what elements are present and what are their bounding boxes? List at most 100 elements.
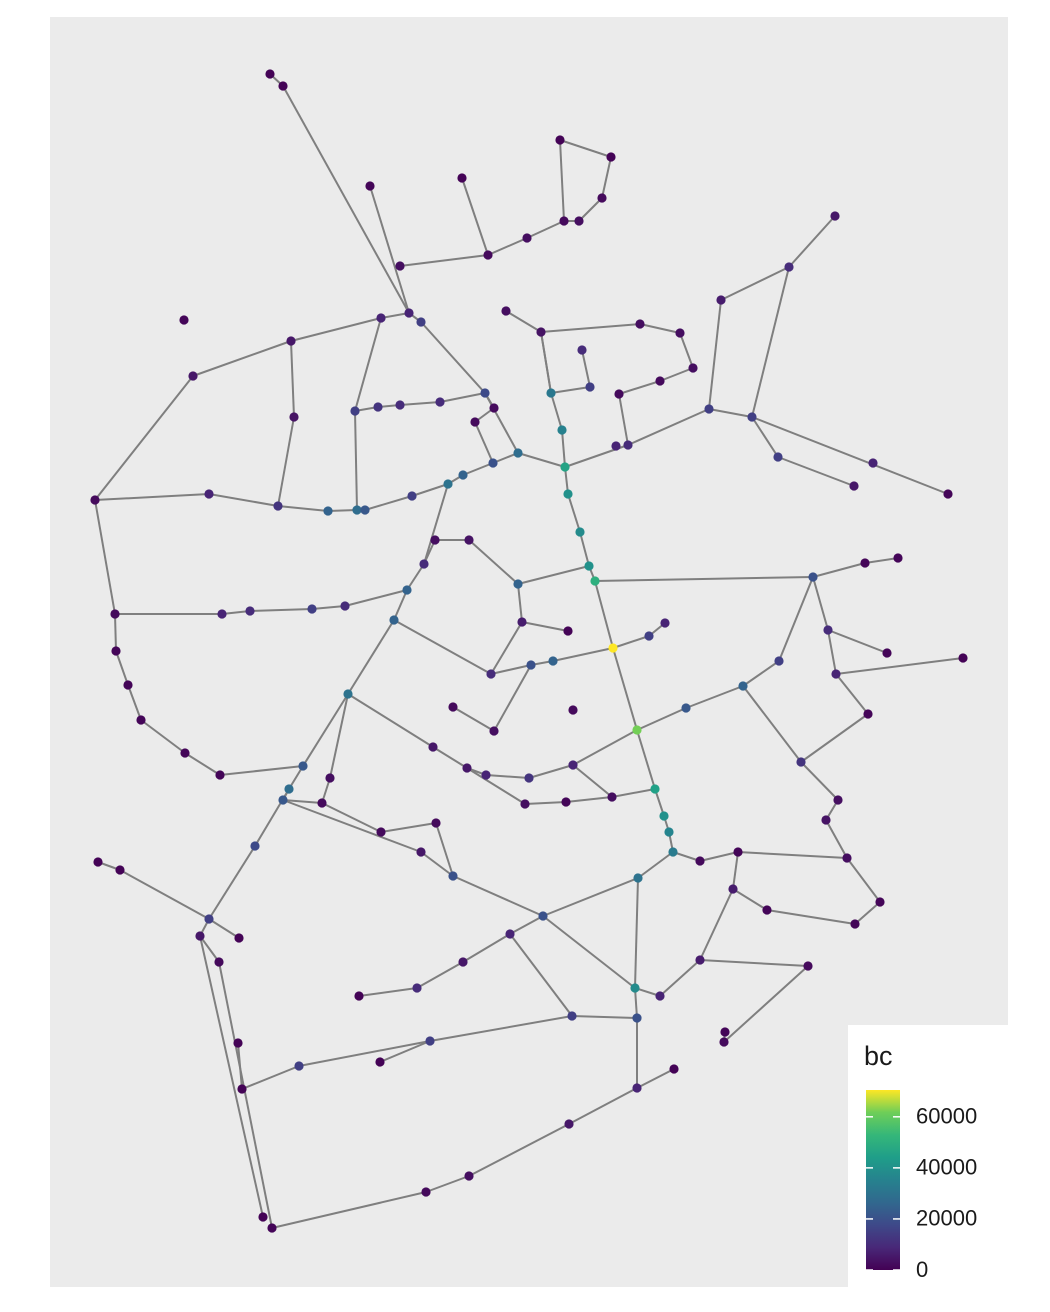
edge	[571, 1015, 638, 1019]
node	[850, 919, 860, 929]
edge	[219, 765, 304, 776]
node	[893, 553, 903, 563]
legend: bc 0 20000 40000 60000	[848, 1025, 1008, 1287]
node	[538, 911, 548, 921]
node	[831, 669, 841, 679]
node	[704, 404, 714, 414]
node	[180, 748, 190, 758]
edge	[399, 401, 441, 406]
node	[352, 505, 362, 515]
node	[716, 295, 726, 305]
edge	[526, 220, 565, 239]
edge	[302, 693, 349, 767]
node	[234, 933, 244, 943]
edge	[468, 539, 519, 585]
node	[830, 211, 840, 221]
edge	[572, 729, 638, 766]
edge	[699, 959, 809, 967]
edge	[347, 619, 395, 695]
edge	[114, 613, 117, 652]
edge	[659, 367, 694, 382]
edge	[751, 266, 790, 418]
node	[111, 646, 121, 656]
edge	[290, 317, 382, 342]
node	[623, 440, 633, 450]
node	[486, 669, 496, 679]
edge	[581, 349, 591, 388]
node	[546, 388, 556, 398]
node	[669, 1064, 679, 1074]
edge	[249, 608, 313, 612]
edge	[208, 918, 240, 939]
node	[136, 715, 146, 725]
edge	[612, 635, 650, 649]
edge	[468, 1123, 570, 1177]
node	[419, 559, 429, 569]
edge	[827, 629, 837, 675]
edge	[393, 619, 492, 675]
node	[214, 957, 224, 967]
node	[632, 725, 642, 735]
node	[567, 1011, 577, 1021]
node	[632, 1013, 642, 1023]
edge	[208, 845, 256, 920]
edge	[552, 647, 614, 662]
node	[796, 757, 806, 767]
edge	[854, 901, 881, 925]
node	[416, 317, 426, 327]
node	[882, 648, 892, 658]
node	[365, 181, 375, 191]
edge	[425, 1175, 470, 1193]
node	[630, 983, 640, 993]
node	[574, 216, 584, 226]
node	[568, 705, 578, 715]
edge	[778, 576, 814, 662]
node	[204, 489, 214, 499]
edge	[550, 386, 591, 394]
legend-tick-label: 60000	[916, 1104, 977, 1129]
edge	[601, 156, 612, 199]
node	[373, 402, 383, 412]
edge	[420, 851, 454, 877]
edge	[659, 959, 701, 997]
node	[803, 961, 813, 971]
node	[350, 406, 360, 416]
node	[343, 689, 353, 699]
node	[340, 601, 350, 611]
node	[719, 1037, 729, 1047]
edge	[864, 557, 899, 564]
node	[875, 897, 885, 907]
edge	[354, 410, 358, 511]
edge	[369, 185, 410, 314]
node	[860, 558, 870, 568]
node	[307, 604, 317, 614]
edge	[509, 915, 544, 935]
node	[250, 841, 260, 851]
edge	[524, 801, 567, 805]
edge	[277, 505, 329, 512]
node	[522, 233, 532, 243]
node	[258, 1212, 268, 1222]
node	[462, 763, 472, 773]
node	[354, 991, 364, 1001]
edge	[685, 685, 744, 709]
node	[720, 1027, 730, 1037]
node	[317, 798, 327, 808]
node	[204, 914, 214, 924]
node	[179, 315, 189, 325]
node	[526, 660, 536, 670]
edge	[218, 961, 273, 1229]
node	[655, 991, 665, 1001]
node	[425, 1036, 435, 1046]
node	[389, 615, 399, 625]
edge	[199, 935, 264, 1218]
edge	[654, 788, 665, 817]
node	[517, 617, 527, 627]
node	[325, 773, 335, 783]
node	[404, 308, 414, 318]
edges	[94, 73, 964, 1229]
edge	[579, 531, 590, 567]
edge	[380, 312, 410, 319]
edge	[568, 1087, 638, 1125]
